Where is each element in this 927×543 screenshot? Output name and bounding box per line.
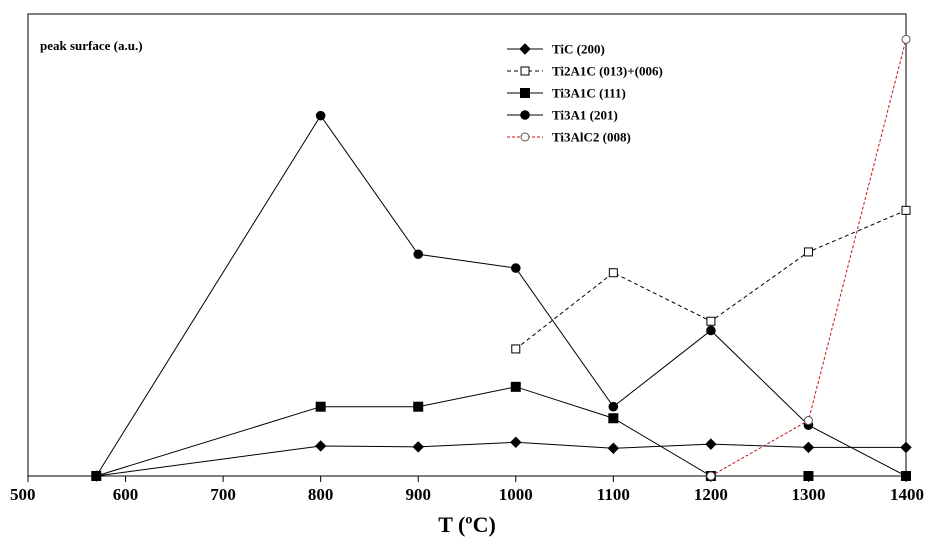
data-point — [706, 471, 716, 481]
data-point — [520, 66, 530, 76]
series-line — [96, 386, 906, 477]
x-tick-label: 800 — [308, 485, 334, 504]
data-point — [413, 401, 424, 412]
data-point — [706, 325, 716, 336]
data-point — [520, 88, 530, 98]
data-point — [803, 247, 813, 257]
x-axis-ticks: 500 600 700 800 900 1000 1100 1200 1300 1400 — [10, 476, 924, 504]
legend-entry: Ti3A1C (111) — [507, 86, 626, 101]
legend-entry: Ti3A1 (201) — [507, 108, 618, 123]
series-2 — [511, 205, 911, 354]
data-point — [91, 471, 102, 481]
data-point — [607, 442, 620, 454]
y-axis-label: peak surface (a.u.) — [40, 38, 143, 53]
x-tick-label: 1100 — [597, 485, 630, 504]
series-line — [96, 441, 906, 477]
x-axis-label: T (ºC) — [438, 512, 496, 537]
data-point — [413, 249, 424, 260]
legend-label: TiC (200) — [552, 42, 605, 57]
series-line — [710, 39, 907, 477]
data-point — [803, 416, 813, 426]
data-point — [520, 110, 530, 120]
data-point — [901, 471, 911, 481]
data-point — [608, 413, 619, 424]
data-point — [511, 344, 521, 354]
legend: TiC (200) Ti2A1C (013)+(006) Ti3A1C (111) T… — [507, 42, 663, 145]
legend-label: Ti3AlC2 (008) — [552, 130, 631, 145]
data-point — [803, 471, 814, 481]
data-point — [510, 381, 521, 392]
x-tick-label: 700 — [210, 485, 236, 504]
data-point — [705, 438, 717, 450]
data-point — [706, 316, 716, 326]
series-3 — [91, 381, 911, 481]
data-point — [608, 268, 618, 278]
x-tick-label: 1000 — [499, 485, 533, 504]
data-point — [315, 401, 326, 412]
x-tick-label: 1300 — [791, 485, 825, 504]
data-point — [901, 205, 911, 215]
data-point — [510, 263, 521, 273]
data-point — [802, 441, 815, 454]
plot-frame — [27, 13, 907, 477]
series-layer — [90, 34, 912, 482]
legend-label: Ti2A1C (013)+(006) — [552, 64, 663, 79]
series-1 — [90, 436, 912, 482]
series-line — [95, 114, 907, 477]
x-tick-label: 600 — [113, 485, 139, 504]
legend-label: Ti3A1C (111) — [552, 86, 626, 101]
data-point — [900, 441, 912, 454]
data-point — [314, 440, 327, 452]
x-tick-label: 500 — [10, 485, 36, 504]
x-tick-label: 1400 — [890, 485, 924, 504]
x-tick-label: 1200 — [694, 485, 728, 504]
data-point — [520, 132, 530, 142]
legend-entry: Ti2A1C (013)+(006) — [507, 64, 663, 79]
legend-entry: Ti3AlC2 (008) — [507, 130, 631, 145]
series-5 — [706, 34, 911, 481]
data-point — [519, 43, 531, 55]
data-point — [510, 436, 522, 448]
data-point — [412, 441, 424, 453]
data-point — [608, 401, 619, 412]
legend-label: Ti3A1 (201) — [552, 108, 618, 123]
x-tick-label: 900 — [405, 485, 431, 504]
data-point — [901, 34, 911, 44]
series-4 — [91, 110, 911, 481]
data-point — [315, 110, 326, 121]
legend-entry: TiC (200) — [507, 42, 605, 57]
